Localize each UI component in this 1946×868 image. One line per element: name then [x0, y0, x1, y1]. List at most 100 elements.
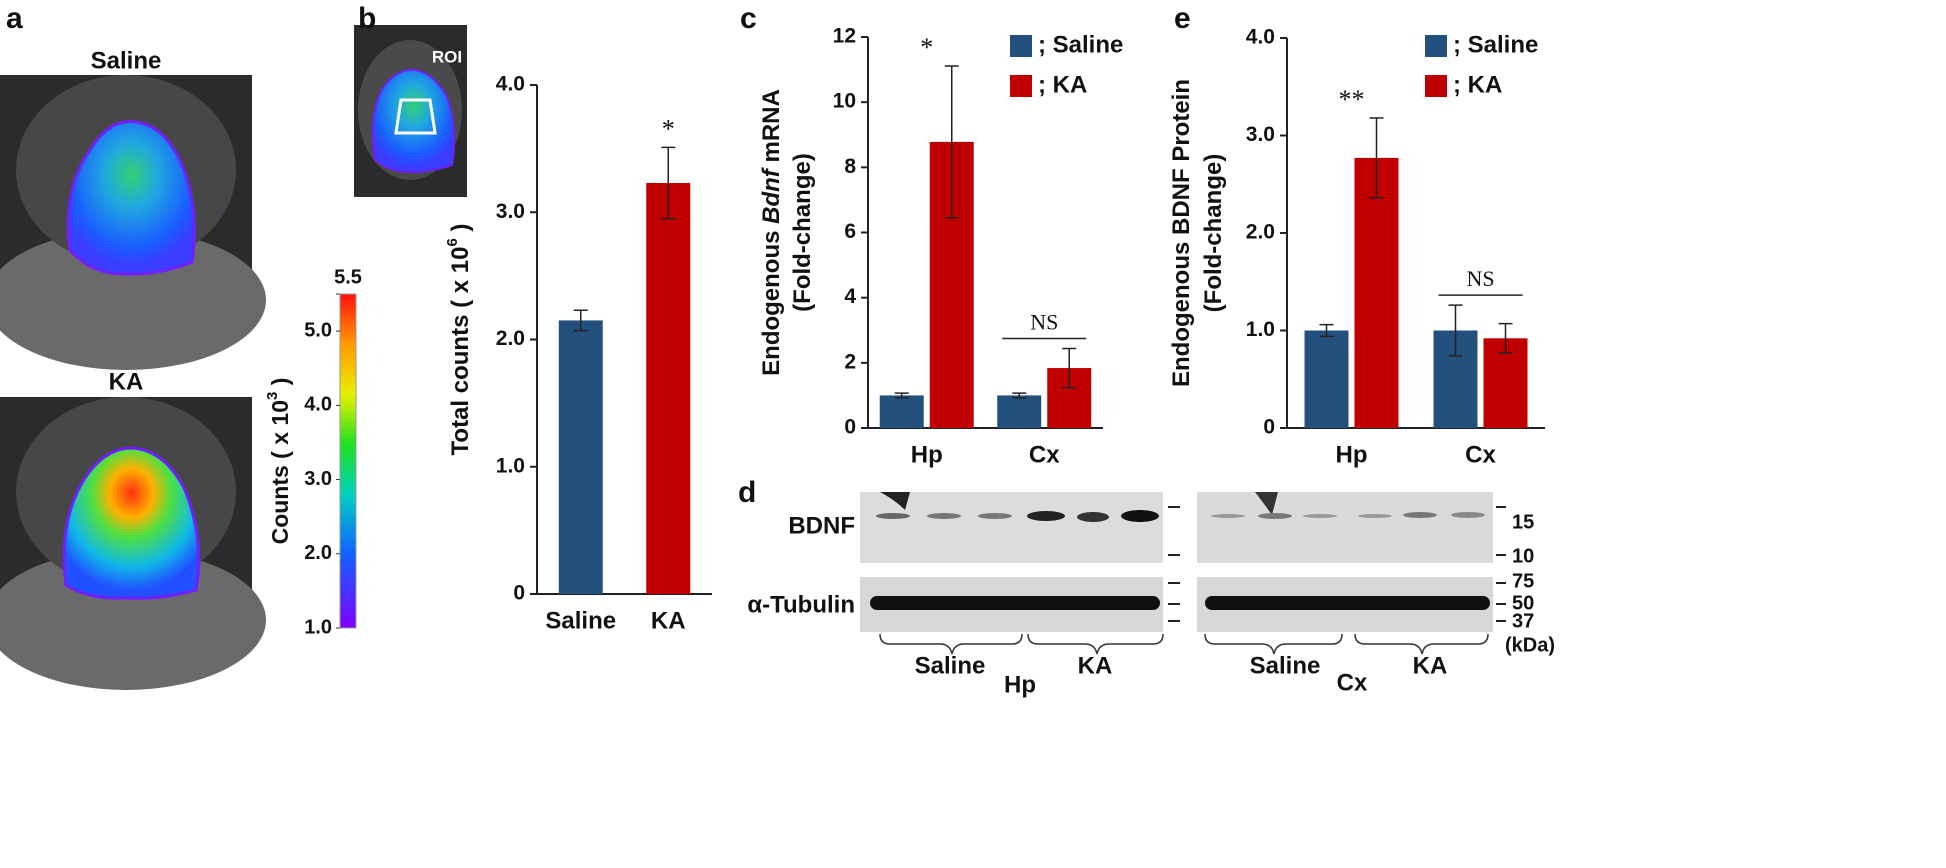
error-bar: [1369, 117, 1384, 199]
y-tick-label: 0: [844, 416, 856, 439]
colorbar-label-part: Counts ( x 10: [267, 400, 293, 544]
y-axis-label-part: mRNA: [758, 89, 785, 169]
roi-label: ROI: [432, 47, 462, 66]
y-tick-label: 4.0: [496, 73, 525, 96]
bar: [879, 395, 924, 428]
roi-image: [354, 25, 467, 197]
y-tick-label: 0: [1263, 416, 1275, 439]
x-tick-label: KA: [651, 607, 686, 634]
colorbar-label: Counts ( x 103 ): [264, 378, 293, 545]
y-tick-label: 3.0: [496, 200, 525, 223]
y-axis-label-part: (Fold-change): [1200, 154, 1227, 313]
condition-label: Saline: [915, 652, 986, 679]
error-bar: [1062, 347, 1077, 389]
y-axis-label: Endogenous Bdnf mRNA: [758, 89, 785, 376]
y-tick-label: 8: [844, 155, 856, 178]
error-bar: [1448, 304, 1463, 357]
y-axis-label: (Fold-change): [1200, 154, 1227, 313]
y-tick-label: 0: [513, 582, 525, 605]
x-tick-label: Hp: [911, 441, 943, 468]
error-bar: [573, 309, 588, 332]
y-axis-label-part: Total counts ( x 10: [447, 247, 474, 456]
bar: [997, 395, 1042, 428]
legend-swatch: [1425, 75, 1447, 97]
colorbar: [339, 293, 357, 629]
image-title: Saline: [91, 47, 162, 74]
tissue-label: Cx: [1337, 669, 1368, 696]
x-tick-label: Hp: [1336, 441, 1368, 468]
y-axis-label-part: (Fold-change): [789, 153, 816, 312]
image-saline: [0, 75, 266, 370]
annotation: NS: [1030, 310, 1058, 335]
marker-label: 37: [1512, 610, 1534, 632]
y-axis-label: Total counts ( x 106 ): [444, 224, 474, 456]
bar: [646, 182, 691, 595]
legend-label: ; KA: [1038, 71, 1087, 98]
panel-letter: c: [740, 2, 757, 35]
error-bar: [661, 146, 676, 220]
y-tick-label: 2: [844, 350, 856, 373]
marker-label: 10: [1512, 545, 1534, 567]
panel-letter: e: [1174, 2, 1191, 35]
panel-letter: a: [6, 2, 23, 35]
tissue-label: Hp: [1004, 671, 1036, 698]
western-blot: [860, 492, 1506, 655]
bar: [1304, 330, 1349, 428]
y-tick-label: 1.0: [496, 454, 525, 477]
legend-label: ; Saline: [1453, 31, 1538, 58]
legend-label: ; Saline: [1038, 31, 1123, 58]
marker-label: 50: [1512, 592, 1534, 614]
y-tick-label: 2.0: [496, 327, 525, 350]
y-tick-label: 4: [844, 285, 856, 308]
y-axis-label: Endogenous BDNF Protein: [1168, 79, 1195, 387]
annotation: **: [1339, 85, 1365, 114]
marker-unit: (kDa): [1505, 634, 1555, 656]
y-tick-label: 10: [833, 90, 856, 113]
image-title: KA: [109, 368, 144, 395]
y-axis-label-part: Endogenous: [758, 224, 785, 376]
y-axis-label: (Fold-change): [789, 153, 816, 312]
error-bar: [1498, 322, 1513, 354]
colorbar-tick-label: 4.0: [304, 394, 332, 416]
y-tick-label: 2.0: [1246, 221, 1275, 244]
y-tick-label: 1.0: [1246, 318, 1275, 341]
error-bar: [944, 65, 959, 219]
y-tick-label: 4.0: [1246, 26, 1275, 49]
panel-letter: b: [358, 2, 376, 35]
colorbar-label-part: 3: [264, 392, 281, 400]
y-tick-label: 12: [833, 25, 856, 48]
marker-label: 75: [1512, 570, 1534, 592]
blot-row-label: BDNF: [788, 512, 855, 539]
error-bar: [1319, 323, 1334, 338]
colorbar-tick-label: 2.0: [304, 542, 332, 564]
legend-swatch: [1010, 35, 1032, 57]
x-tick-label: Cx: [1465, 441, 1496, 468]
colorbar-label-part: ): [267, 378, 293, 392]
annotation: *: [662, 114, 675, 143]
condition-label: Saline: [1250, 652, 1321, 679]
y-axis-label-part: Endogenous BDNF Protein: [1168, 79, 1195, 387]
y-tick-label: 3.0: [1246, 123, 1275, 146]
error-bar: [894, 392, 909, 399]
error-bar: [1012, 392, 1027, 399]
colorbar-tick-label: 3.0: [304, 468, 332, 490]
bar: [1354, 157, 1399, 429]
colorbar-tick-label: 5.5: [334, 266, 362, 288]
blot-row-label: α-Tubulin: [747, 591, 855, 618]
y-axis-label-part: ): [447, 224, 474, 239]
annotation: *: [920, 33, 933, 62]
bar: [558, 320, 603, 594]
x-tick-label: Cx: [1029, 441, 1060, 468]
y-axis-label-part: Bdnf: [758, 167, 785, 224]
condition-label: KA: [1413, 652, 1448, 679]
annotation: NS: [1466, 266, 1494, 291]
panel-letter: d: [738, 476, 756, 509]
y-tick-label: 6: [844, 220, 856, 243]
marker-label: 15: [1512, 511, 1534, 533]
legend-swatch: [1010, 75, 1032, 97]
legend-label: ; KA: [1453, 71, 1502, 98]
condition-label: KA: [1078, 652, 1113, 679]
x-tick-label: Saline: [545, 607, 616, 634]
image-ka: [0, 397, 266, 690]
colorbar-tick-label: 1.0: [304, 616, 332, 638]
